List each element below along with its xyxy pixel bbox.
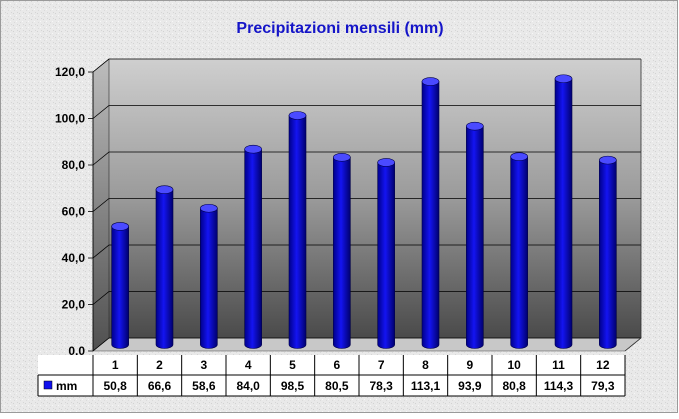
- gridline: [92, 337, 641, 352]
- plot-area: 0,0 20,0 40,0 60,0 80,0 100,0 120,0: [55, 58, 642, 358]
- gridline: [92, 105, 641, 119]
- bar: [377, 158, 395, 349]
- data-label: 93,9: [458, 379, 482, 393]
- gridline: [92, 291, 641, 305]
- x-tick-label: 5: [289, 358, 296, 372]
- data-label: 79,3: [591, 379, 615, 393]
- gridline: [92, 151, 641, 166]
- data-label: 114,3: [544, 379, 574, 393]
- gridline: [92, 244, 641, 259]
- data-label: 113,1: [411, 379, 441, 393]
- y-tick-label: 20,0: [62, 298, 86, 312]
- bar-top: [599, 155, 617, 165]
- bar-top: [466, 121, 484, 131]
- bar-body: [200, 207, 218, 349]
- bar-body: [599, 159, 617, 349]
- x-tick-label: 9: [466, 358, 473, 372]
- bar-body: [244, 148, 262, 349]
- x-tick-label: 6: [333, 358, 340, 372]
- x-tick-label: 11: [552, 358, 565, 372]
- data-label: 98,5: [281, 379, 305, 393]
- bar: [466, 121, 484, 349]
- bar-body: [111, 226, 129, 349]
- bar-body: [288, 115, 307, 349]
- bar: [155, 185, 174, 349]
- bar: [111, 222, 129, 349]
- legend-swatch: [43, 380, 53, 390]
- bar-body: [421, 81, 440, 349]
- x-tick-label: 2: [156, 358, 163, 372]
- bar: [510, 152, 528, 349]
- bars: [111, 74, 617, 349]
- bar-top: [421, 77, 440, 86]
- bar-body: [377, 162, 395, 349]
- bar: [554, 74, 573, 349]
- bar-top: [155, 185, 174, 194]
- bar-top: [200, 203, 218, 213]
- bar-body: [155, 189, 174, 349]
- data-label: 58,6: [192, 379, 216, 393]
- bar-body: [466, 125, 484, 349]
- y-tick-label: 100,0: [55, 112, 85, 126]
- data-label: 66,6: [148, 379, 172, 393]
- bar: [288, 111, 307, 349]
- x-tick-label: 10: [507, 358, 521, 372]
- bar-top: [288, 111, 307, 120]
- bar: [244, 144, 262, 349]
- gridline: [92, 58, 641, 73]
- data-label: 80,5: [325, 379, 349, 393]
- legend-label: mm: [56, 379, 77, 393]
- bar-body: [554, 78, 573, 349]
- bar-top: [333, 153, 351, 162]
- x-tick-label: 3: [200, 358, 207, 372]
- bar: [200, 203, 218, 349]
- x-tick-label: 7: [378, 358, 385, 372]
- y-tick-label: 60,0: [62, 205, 86, 219]
- gridline: [92, 198, 641, 212]
- bar: [333, 153, 351, 349]
- y-tick-label: 120,0: [55, 65, 85, 79]
- bar-top: [244, 144, 262, 154]
- bar: [599, 155, 617, 349]
- bar-body: [510, 156, 528, 349]
- floor-edge: [624, 337, 642, 352]
- x-tick-label: 1: [112, 358, 119, 372]
- x-tick-label: 12: [596, 358, 610, 372]
- y-tick-label: 0,0: [68, 344, 85, 358]
- bar-top: [111, 222, 129, 231]
- y-tick-label: 40,0: [62, 251, 86, 265]
- data-table: 1 50,8 2 66,6 3 58,6 4 84,0 5 98,5 6 80,5 7 78,3 8 113,…: [37, 355, 626, 397]
- data-label: 50,8: [103, 379, 127, 393]
- x-tick-label: 4: [245, 358, 252, 372]
- bar: [421, 77, 440, 349]
- data-label: 80,8: [502, 379, 526, 393]
- data-label: 78,3: [369, 379, 393, 393]
- bar-body: [333, 157, 351, 349]
- bar-top: [510, 152, 528, 161]
- data-label: 84,0: [236, 379, 260, 393]
- bar-top: [554, 74, 573, 84]
- y-tick-label: 80,0: [62, 158, 86, 172]
- bar-top: [377, 158, 395, 167]
- chart-title: Precipitazioni mensili (mm): [236, 20, 443, 37]
- x-tick-label: 8: [422, 358, 429, 372]
